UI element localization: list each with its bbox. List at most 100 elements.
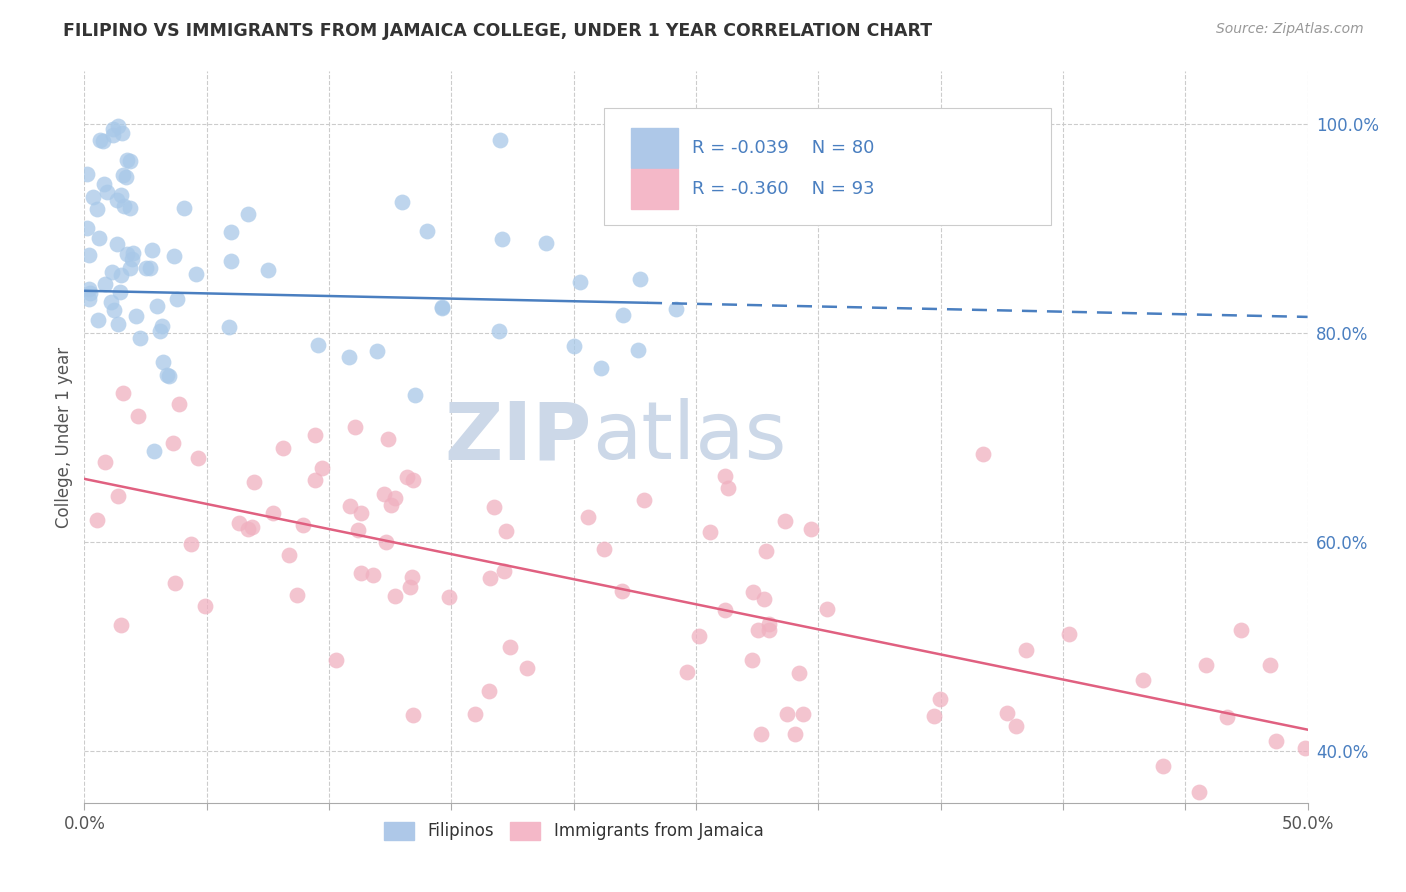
Point xyxy=(110,268,132,282)
Point xyxy=(163,249,186,263)
Point xyxy=(325,652,347,666)
Point xyxy=(815,601,838,615)
Point xyxy=(111,169,134,183)
Point xyxy=(243,475,266,489)
Point xyxy=(277,548,299,562)
Point xyxy=(380,498,402,512)
Point xyxy=(194,599,217,613)
Point xyxy=(101,128,124,142)
Point xyxy=(107,318,129,332)
Point xyxy=(488,324,510,338)
Point xyxy=(437,590,460,604)
Point xyxy=(110,618,132,632)
Point xyxy=(121,252,143,266)
Point xyxy=(741,584,763,599)
Point xyxy=(377,432,399,446)
Point xyxy=(111,126,134,140)
Point xyxy=(665,302,688,317)
Point xyxy=(699,524,721,539)
Point xyxy=(337,350,360,364)
Point xyxy=(776,707,799,722)
Point xyxy=(1057,627,1080,641)
Point xyxy=(101,265,124,279)
Legend: Filipinos, Immigrants from Jamaica: Filipinos, Immigrants from Jamaica xyxy=(377,815,770,847)
Point xyxy=(749,727,772,741)
Point xyxy=(789,666,811,681)
Point xyxy=(350,566,373,581)
Point xyxy=(173,201,195,215)
Point xyxy=(107,119,129,133)
Point xyxy=(162,436,184,450)
Point xyxy=(494,565,516,579)
Point xyxy=(792,706,814,721)
Point xyxy=(166,292,188,306)
Point xyxy=(93,177,115,191)
Point xyxy=(592,542,614,557)
Point xyxy=(118,201,141,215)
Point xyxy=(89,133,111,147)
Point xyxy=(1195,658,1218,673)
Point xyxy=(103,303,125,318)
Point xyxy=(307,338,329,352)
Point xyxy=(384,589,406,603)
Point xyxy=(758,617,780,632)
Point xyxy=(187,450,209,465)
Point xyxy=(125,309,148,323)
Point xyxy=(758,623,780,637)
Point xyxy=(111,386,134,401)
Point xyxy=(568,275,591,289)
Point xyxy=(401,570,423,584)
Point xyxy=(76,167,98,181)
Point xyxy=(350,506,373,520)
Point xyxy=(432,301,454,316)
Text: ZIP: ZIP xyxy=(444,398,592,476)
Point xyxy=(747,623,769,637)
Text: FILIPINO VS IMMIGRANTS FROM JAMAICA COLLEGE, UNDER 1 YEAR CORRELATION CHART: FILIPINO VS IMMIGRANTS FROM JAMAICA COLL… xyxy=(63,22,932,40)
Point xyxy=(366,344,388,359)
Point xyxy=(495,524,517,538)
Point xyxy=(152,355,174,369)
Text: R = -0.039    N = 80: R = -0.039 N = 80 xyxy=(692,139,875,157)
Point xyxy=(972,447,994,461)
Point xyxy=(928,692,950,706)
Point xyxy=(76,220,98,235)
Point xyxy=(717,481,740,495)
Point xyxy=(713,468,735,483)
Point xyxy=(783,727,806,741)
Point xyxy=(118,261,141,276)
Point xyxy=(591,361,613,376)
Text: Source: ZipAtlas.com: Source: ZipAtlas.com xyxy=(1216,22,1364,37)
Point xyxy=(156,368,179,382)
Point xyxy=(578,510,600,524)
Point xyxy=(416,224,439,238)
Point xyxy=(93,134,115,148)
Point xyxy=(180,537,202,551)
Point xyxy=(347,524,370,538)
Point xyxy=(464,707,486,722)
Point xyxy=(922,709,945,723)
Point xyxy=(110,188,132,202)
Point xyxy=(167,397,190,411)
Point xyxy=(396,469,419,483)
Point xyxy=(1265,734,1288,748)
Point xyxy=(114,169,136,184)
Point xyxy=(1294,741,1316,756)
Point xyxy=(127,409,149,424)
Point xyxy=(627,343,650,357)
Point xyxy=(94,455,117,469)
Point xyxy=(1258,658,1281,673)
Point xyxy=(668,179,690,194)
Point xyxy=(374,534,396,549)
Point xyxy=(77,248,100,262)
Point xyxy=(1230,624,1253,638)
Point xyxy=(87,231,110,245)
Point xyxy=(112,199,135,213)
Point xyxy=(516,661,538,675)
Point xyxy=(118,154,141,169)
Point xyxy=(610,584,633,599)
Point xyxy=(184,267,207,281)
Point xyxy=(236,206,259,220)
Bar xyxy=(631,128,678,168)
Point xyxy=(499,640,522,654)
Point xyxy=(256,263,278,277)
